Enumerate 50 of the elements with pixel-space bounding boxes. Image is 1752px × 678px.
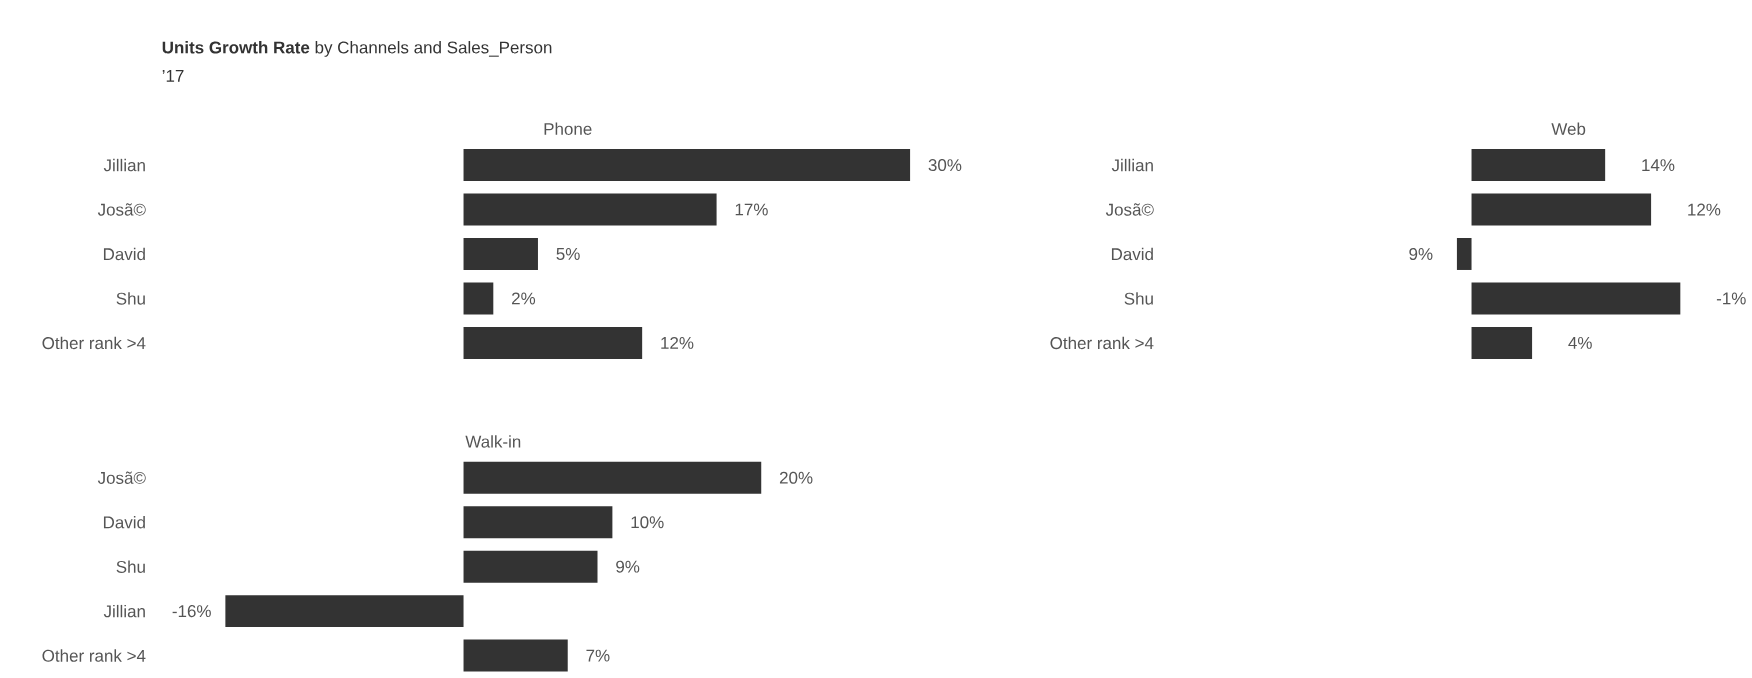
- y-tick-label: David: [1111, 247, 1153, 261]
- data-label: 12%: [661, 337, 694, 349]
- data-label: -16%: [172, 605, 211, 618]
- bar: [463, 193, 717, 226]
- data-label: 5%: [556, 248, 580, 261]
- bar: [463, 238, 538, 271]
- text: 9%: [1409, 248, 1433, 261]
- y-tick-label: Josã©: [1105, 203, 1154, 216]
- text: ’17: [162, 70, 184, 82]
- data-label: 9%: [616, 560, 640, 573]
- bar: [463, 550, 598, 583]
- y-tick-label: Shu: [116, 560, 145, 574]
- bar: [463, 461, 762, 494]
- data-label: 30%: [928, 159, 962, 172]
- bar: [1471, 149, 1606, 182]
- chart-title: Phone: [544, 122, 592, 136]
- bar: [1471, 327, 1533, 359]
- bar: [463, 149, 911, 182]
- bar: [463, 282, 494, 315]
- y-tick-label: Other rank >4: [42, 649, 146, 662]
- annotation: 14%: [1642, 159, 1675, 172]
- bar: [225, 595, 464, 628]
- data-label: 20%: [779, 471, 813, 484]
- y-tick-label: Jillian: [1111, 158, 1153, 172]
- y-tick-label: David: [103, 516, 145, 529]
- bar: [1471, 193, 1652, 226]
- bar: [463, 506, 613, 539]
- y-tick-label: David: [103, 247, 145, 261]
- y-tick-label: Other rank >4: [42, 336, 146, 350]
- chart-title: Web: [1551, 122, 1586, 136]
- data-label: 10%: [631, 516, 664, 529]
- y-tick-label: Shu: [1124, 292, 1153, 305]
- data-label: 7%: [586, 649, 610, 662]
- bar: [463, 327, 643, 359]
- text: -1%: [1716, 292, 1746, 305]
- bar: [463, 639, 568, 672]
- bar: [1471, 282, 1681, 315]
- y-tick-label: Shu: [116, 292, 145, 305]
- text: Units Growth Rate by Channels and Sales_Person: [162, 41, 552, 57]
- y-tick-label: Jillian: [103, 604, 145, 618]
- y-tick-label: Josã©: [97, 203, 146, 216]
- y-tick-label: Other rank >4: [1050, 336, 1154, 350]
- annotation: 4%: [1568, 337, 1592, 349]
- data-label: 17%: [735, 203, 768, 216]
- bar: [1456, 238, 1472, 271]
- y-tick-label: Jillian: [103, 158, 145, 172]
- data-label: 2%: [512, 292, 536, 305]
- chart-title: Walk-in: [465, 435, 521, 448]
- y-tick-label: Josã©: [97, 471, 146, 485]
- text: 12%: [1688, 203, 1721, 216]
